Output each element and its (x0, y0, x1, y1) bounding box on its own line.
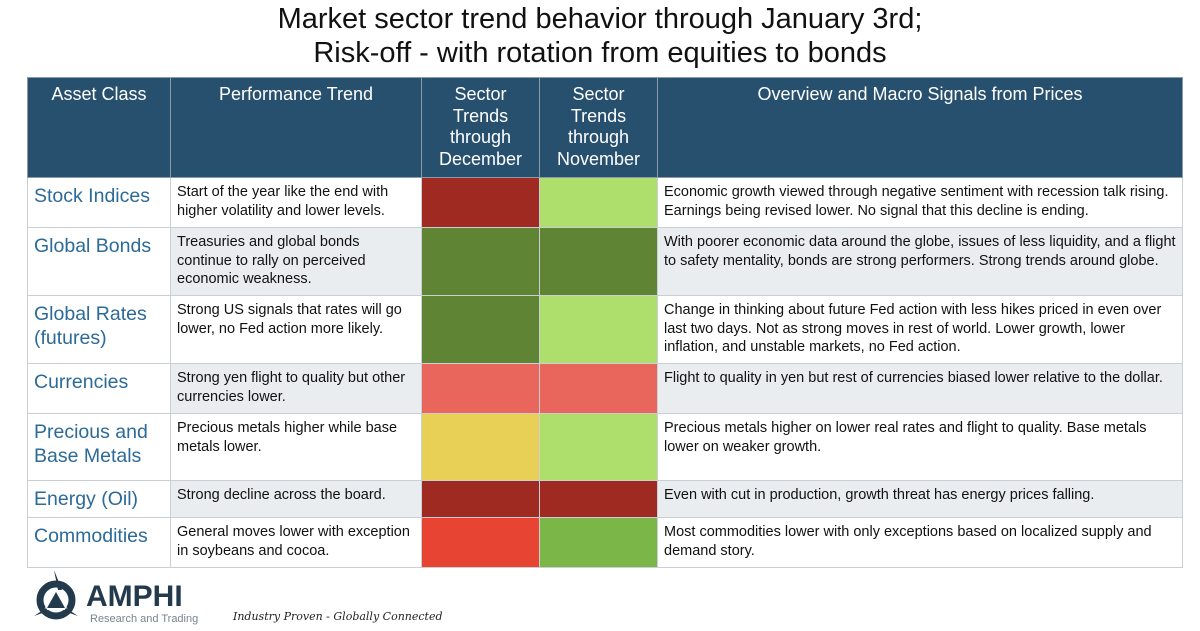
december-trend-swatch (421, 363, 540, 414)
december-trend-swatch (421, 517, 540, 568)
november-trend-swatch (539, 480, 658, 518)
table-row: Stock Indices Start of the year like the… (27, 177, 1183, 228)
table-row: Global Bonds Treasuries and global bonds… (27, 227, 1183, 296)
november-trend-swatch (539, 295, 658, 364)
amphi-logo: AMPHI Research and Trading (34, 568, 204, 631)
table-row: Global Rates (futures) Strong US signals… (27, 295, 1183, 364)
performance-trend: Start of the year like the end with high… (170, 177, 422, 228)
november-trend-swatch (539, 363, 658, 414)
table-row: Commodities General moves lower with exc… (27, 517, 1183, 568)
asset-class: Global Rates (futures) (27, 295, 171, 364)
svg-text:Research and Trading: Research and Trading (90, 613, 198, 625)
overview: Flight to quality in yen but rest of cur… (657, 363, 1183, 414)
december-trend-swatch (421, 227, 540, 296)
performance-trend: Treasuries and global bonds continue to … (170, 227, 422, 296)
table-row: Precious and Base Metals Precious metals… (27, 413, 1183, 481)
overview: Economic growth viewed through negative … (657, 177, 1183, 228)
title-line-2: Risk-off - with rotation from equities t… (313, 37, 887, 69)
performance-trend: Strong decline across the board. (170, 480, 422, 518)
november-trend-swatch (539, 177, 658, 228)
asset-class: Global Bonds (27, 227, 171, 296)
performance-trend: Precious metals higher while base metals… (170, 413, 422, 481)
december-trend-swatch (421, 480, 540, 518)
overview: Change in thinking about future Fed acti… (657, 295, 1183, 364)
header-overview: Overview and Macro Signals from Prices (657, 77, 1183, 178)
page-title: Market sector trend behavior through Jan… (0, 2, 1200, 70)
header-december: Sector Trends through December (421, 77, 540, 178)
performance-trend: Strong yen flight to quality but other c… (170, 363, 422, 414)
november-trend-swatch (539, 413, 658, 481)
november-trend-swatch (539, 227, 658, 296)
overview: Precious metals higher on lower real rat… (657, 413, 1183, 481)
overview: Even with cut in production, growth thre… (657, 480, 1183, 518)
performance-trend: General moves lower with exception in so… (170, 517, 422, 568)
december-trend-swatch (421, 413, 540, 481)
header-asset-class: Asset Class (27, 77, 171, 178)
tagline: Industry Proven - Globally Connected (233, 610, 443, 623)
asset-class: Stock Indices (27, 177, 171, 228)
svg-text:AMPHI: AMPHI (86, 580, 183, 613)
overview: With poorer economic data around the glo… (657, 227, 1183, 296)
asset-class: Commodities (27, 517, 171, 568)
asset-class: Energy (Oil) (27, 480, 171, 518)
table-row: Energy (Oil) Strong decline across the b… (27, 480, 1183, 518)
december-trend-swatch (421, 295, 540, 364)
performance-trend: Strong US signals that rates will go low… (170, 295, 422, 364)
asset-class: Precious and Base Metals (27, 413, 171, 481)
december-trend-swatch (421, 177, 540, 228)
sector-trend-table: Asset Class Performance Trend Sector Tre… (27, 77, 1183, 568)
overview: Most commodities lower with only excepti… (657, 517, 1183, 568)
asset-class: Currencies (27, 363, 171, 414)
table-row: Currencies Strong yen flight to quality … (27, 363, 1183, 414)
header-performance-trend: Performance Trend (170, 77, 422, 178)
title-line-1: Market sector trend behavior through Jan… (277, 3, 923, 35)
header-november: Sector Trends through November (539, 77, 658, 178)
november-trend-swatch (539, 517, 658, 568)
